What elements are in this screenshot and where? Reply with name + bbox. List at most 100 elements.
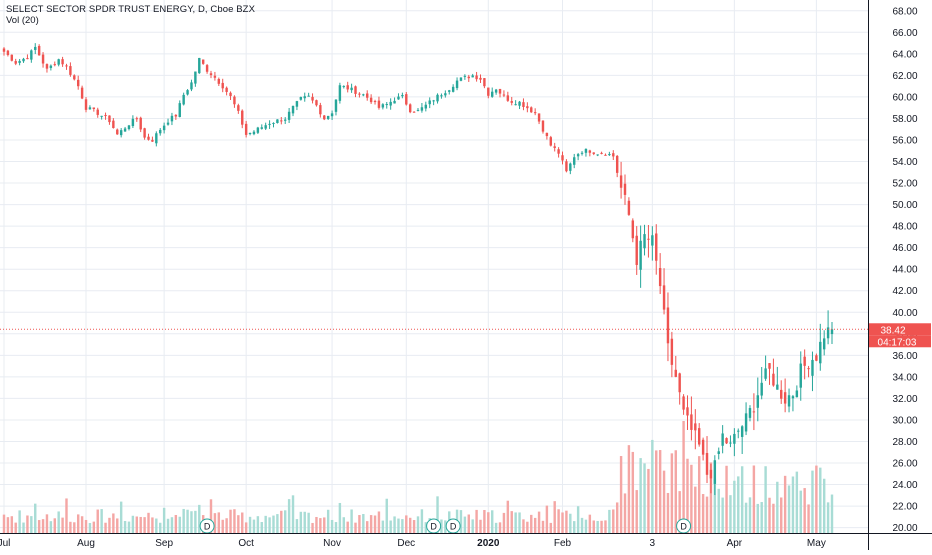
candle-body xyxy=(92,107,96,109)
volume-bar xyxy=(686,458,689,533)
volume-bar xyxy=(651,439,654,533)
candle-body xyxy=(143,128,146,138)
candle-body xyxy=(311,96,314,101)
candle-body xyxy=(467,76,470,79)
volume-indicator-label[interactable]: Vol (20) xyxy=(6,15,39,26)
volume-bar xyxy=(639,458,642,533)
candle-body xyxy=(541,120,545,132)
candle-body xyxy=(248,133,252,135)
candle-body xyxy=(127,125,131,130)
volume-bar xyxy=(182,508,185,533)
volume-bar xyxy=(295,519,299,533)
candle-body xyxy=(549,137,553,146)
candle-body xyxy=(96,109,99,115)
volume-bar xyxy=(615,502,619,533)
volume-bar xyxy=(346,521,349,533)
y-tick-label: 28.00 xyxy=(892,437,917,448)
candle-body xyxy=(619,175,623,188)
candle-body xyxy=(826,327,830,339)
volume-bar xyxy=(104,522,107,533)
candle-body xyxy=(807,368,810,370)
volume-bar xyxy=(479,519,482,533)
candle-body xyxy=(686,407,689,416)
volume-bar xyxy=(241,512,244,533)
volume-bar xyxy=(373,515,377,533)
candle-body xyxy=(776,384,779,390)
candle-body xyxy=(662,285,666,310)
candle-body xyxy=(615,155,619,173)
volume-bar xyxy=(412,520,416,533)
chart-title: SELECT SECTOR SPDR TRUST ENERGY, D, Cboe… xyxy=(6,4,256,15)
time-axis[interactable]: Jul Aug Sep Oct Nov Dec 2020 Feb 3 Apr May xyxy=(0,533,932,550)
volume-bar xyxy=(393,516,396,533)
candle-body xyxy=(479,77,482,80)
y-tick-label: 64.00 xyxy=(892,49,917,60)
candle-body xyxy=(268,123,271,125)
volume-bar xyxy=(459,510,463,533)
volume-bar xyxy=(627,445,631,533)
candle-body xyxy=(682,396,685,410)
dividend-marker-label: D xyxy=(450,522,457,532)
candle-body xyxy=(358,93,361,95)
candle-body xyxy=(174,114,178,117)
candle-body xyxy=(221,82,224,89)
volume-bar xyxy=(487,512,490,533)
candle-body xyxy=(287,111,291,120)
candle-body xyxy=(119,130,123,136)
volume-bar xyxy=(408,517,412,533)
volume-bar xyxy=(709,462,713,533)
volume-bar xyxy=(518,512,521,533)
candle-body xyxy=(553,146,556,148)
volume-bar xyxy=(783,475,787,533)
candle-body xyxy=(369,97,373,103)
candle-body xyxy=(205,65,209,72)
candle-body xyxy=(709,469,713,479)
volume-bar xyxy=(526,521,529,533)
volume-bar xyxy=(397,518,400,533)
candle-body xyxy=(88,107,92,110)
volume-bar xyxy=(760,502,763,533)
y-tick-label: 42.00 xyxy=(892,286,917,297)
candle-body xyxy=(186,90,189,95)
candle-body xyxy=(627,200,631,215)
candle-body xyxy=(803,356,806,366)
candle-body xyxy=(362,94,365,96)
volume-bar xyxy=(803,488,806,533)
volume-bar xyxy=(740,466,744,533)
volume-bar xyxy=(112,513,115,533)
y-tick-label: 36.00 xyxy=(892,351,917,362)
price-axis[interactable]: 20.00 22.00 24.00 26.00 28.00 30.00 32.00 34.00… xyxy=(868,0,918,550)
volume-bar xyxy=(147,512,150,533)
candle-body xyxy=(84,99,88,110)
candle-body xyxy=(18,60,21,63)
candle-body xyxy=(241,110,244,125)
volume-bar xyxy=(674,450,677,533)
volume-bar xyxy=(26,515,29,533)
candle-body xyxy=(756,395,760,408)
candle-body xyxy=(14,61,17,64)
candle-body xyxy=(315,100,318,106)
candle-body xyxy=(737,430,740,432)
volume-bar xyxy=(444,520,447,533)
volume-bar xyxy=(88,522,92,533)
candle-body xyxy=(713,460,717,484)
candle-body xyxy=(432,100,435,102)
bar-countdown: 04:17:03 xyxy=(878,337,917,348)
volume-bar xyxy=(811,470,814,533)
y-tick-label: 26.00 xyxy=(892,459,917,470)
volume-bar xyxy=(721,497,724,533)
volume-bar xyxy=(822,478,826,533)
volume-bar xyxy=(73,522,76,533)
candle-body xyxy=(252,131,256,135)
volume-bar xyxy=(729,495,732,533)
volume-bar xyxy=(291,495,295,533)
volume-bar xyxy=(45,514,49,533)
candle-body xyxy=(580,152,584,154)
volume-bar xyxy=(752,465,756,533)
candle-body xyxy=(233,96,236,105)
candle-body xyxy=(10,54,14,61)
volume-bar xyxy=(30,516,33,533)
volume-bar xyxy=(108,517,111,533)
candle-body xyxy=(815,355,818,361)
